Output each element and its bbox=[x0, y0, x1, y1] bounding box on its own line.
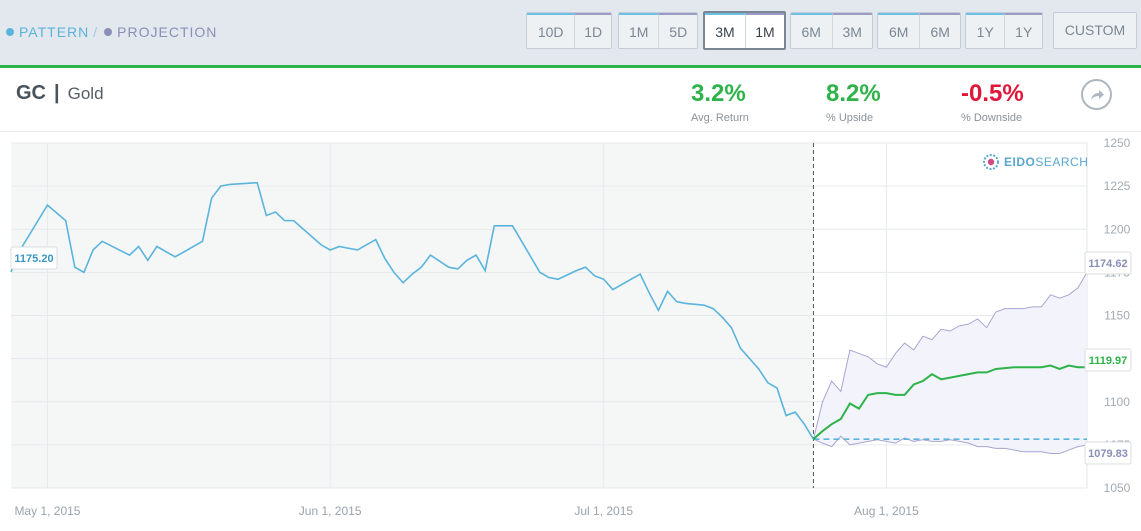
avg-return-label: Avg. Return bbox=[691, 112, 749, 124]
timeframe-pattern-label: 6M bbox=[878, 13, 920, 48]
pattern-line bbox=[10, 181, 815, 440]
eidosearch-logo: EIDO SEARCH bbox=[982, 153, 1088, 171]
timeframe-button-10d-1d[interactable]: 10D 1D bbox=[526, 12, 612, 49]
share-arrow-icon bbox=[1090, 89, 1104, 100]
timeframe-button-6m-3m[interactable]: 6M 3M bbox=[790, 12, 873, 49]
avg-return-value: 3.2% bbox=[691, 80, 746, 107]
y-tick-label: 1250 bbox=[1104, 136, 1131, 150]
y-tick-label: 1050 bbox=[1104, 481, 1131, 495]
legend-projection-label: PROJECTION bbox=[117, 24, 218, 40]
lower-value-label-text: 1079.83 bbox=[1088, 448, 1128, 460]
lower-value-label: 1079.83 bbox=[1084, 441, 1132, 465]
timeframe-button-6m-6m[interactable]: 6M 6M bbox=[877, 12, 961, 49]
upside-label: % Upside bbox=[826, 112, 874, 124]
timeframe-pattern-label: 6M bbox=[791, 13, 832, 48]
timeframe-projection-label: 1D bbox=[574, 13, 611, 48]
pattern-dot-icon bbox=[6, 28, 14, 36]
y-tick-label: 1200 bbox=[1104, 222, 1131, 236]
brand-part1: EIDO bbox=[1004, 155, 1036, 169]
projection-lower-line bbox=[813, 435, 1088, 454]
price-chart[interactable]: 105010751100112511501175120012251250May … bbox=[0, 132, 1141, 531]
timeframe-button-1y-1y[interactable]: 1Y 1Y bbox=[965, 12, 1043, 49]
start-value-label-box bbox=[10, 246, 58, 270]
x-tick-label: May 1, 2015 bbox=[14, 504, 80, 518]
x-tick-label: Jul 1, 2015 bbox=[574, 504, 633, 518]
timeframe-projection-label: 6M bbox=[919, 13, 960, 48]
mean-value-label-text: 1119.97 bbox=[1089, 355, 1128, 367]
top-bar: PATTERN / PROJECTION 10D 1D 1M 5D 3M 1M … bbox=[0, 0, 1141, 64]
downside-label: % Downside bbox=[961, 112, 1023, 124]
x-tick-label: Jun 1, 2015 bbox=[299, 504, 362, 518]
mean-value-label-box bbox=[1084, 348, 1132, 372]
timeframe-pattern-label: 10D bbox=[527, 13, 575, 48]
header-divider bbox=[0, 131, 1141, 132]
projection-upper-line bbox=[812, 272, 1088, 440]
projection-mean-line bbox=[812, 364, 1087, 440]
upper-value-label: 1174.62 bbox=[1084, 251, 1132, 275]
timeframe-button-3m-1m[interactable]: 3M 1M bbox=[703, 11, 786, 50]
custom-timeframe-button[interactable]: CUSTOM bbox=[1053, 12, 1137, 49]
legend-pattern[interactable]: PATTERN bbox=[6, 24, 89, 40]
legend-separator: / bbox=[93, 24, 99, 40]
projection-band bbox=[813, 272, 1087, 454]
timeframe-projection-label: 1M bbox=[745, 13, 784, 48]
ticker-separator: | bbox=[54, 82, 60, 104]
upside-stat: 8.2% % Upside bbox=[826, 80, 881, 124]
upper-value-label-text: 1174.62 bbox=[1088, 258, 1127, 270]
series-legend: PATTERN / PROJECTION bbox=[6, 24, 217, 40]
lower-value-label-box bbox=[1084, 441, 1132, 465]
projection-dot-icon bbox=[104, 28, 113, 36]
start-value-label: 1175.20 bbox=[10, 246, 58, 270]
downside-stat: -0.5% % Downside bbox=[961, 80, 1024, 124]
timeframe-pattern-label: 1Y bbox=[966, 13, 1005, 48]
legend-pattern-label: PATTERN bbox=[19, 24, 90, 40]
share-button[interactable] bbox=[1081, 79, 1112, 110]
avg-return-stat: 3.2% Avg. Return bbox=[691, 80, 749, 124]
legend-projection[interactable]: PROJECTION bbox=[104, 24, 217, 40]
timeframe-projection-label: 3M bbox=[831, 13, 872, 48]
downside-value: -0.5% bbox=[961, 80, 1024, 107]
upper-value-label-box bbox=[1084, 251, 1132, 275]
instrument-title: GC | Gold bbox=[16, 82, 104, 105]
upside-value: 8.2% bbox=[826, 80, 881, 107]
timeframe-projection-label: 1Y bbox=[1004, 13, 1042, 48]
y-tick-label: 1225 bbox=[1104, 179, 1131, 193]
brand-part2: SEARCH bbox=[1035, 155, 1089, 169]
ticker-symbol: GC bbox=[16, 82, 46, 104]
timeframe-button-1m-5d[interactable]: 1M 5D bbox=[618, 12, 698, 49]
eido-logo-icon bbox=[983, 154, 999, 170]
timeframe-projection-label: 5D bbox=[658, 13, 697, 48]
instrument-name: Gold bbox=[67, 84, 104, 103]
timeframe-pattern-label: 1M bbox=[619, 13, 659, 48]
start-value-label-text: 1175.20 bbox=[14, 253, 53, 265]
mean-value-label: 1119.97 bbox=[1084, 348, 1132, 372]
y-tick-label: 1150 bbox=[1104, 309, 1130, 323]
timeframe-pattern-label: 3M bbox=[705, 13, 745, 48]
x-tick-label: Aug 1, 2015 bbox=[854, 504, 919, 518]
y-tick-label: 1100 bbox=[1104, 395, 1130, 409]
